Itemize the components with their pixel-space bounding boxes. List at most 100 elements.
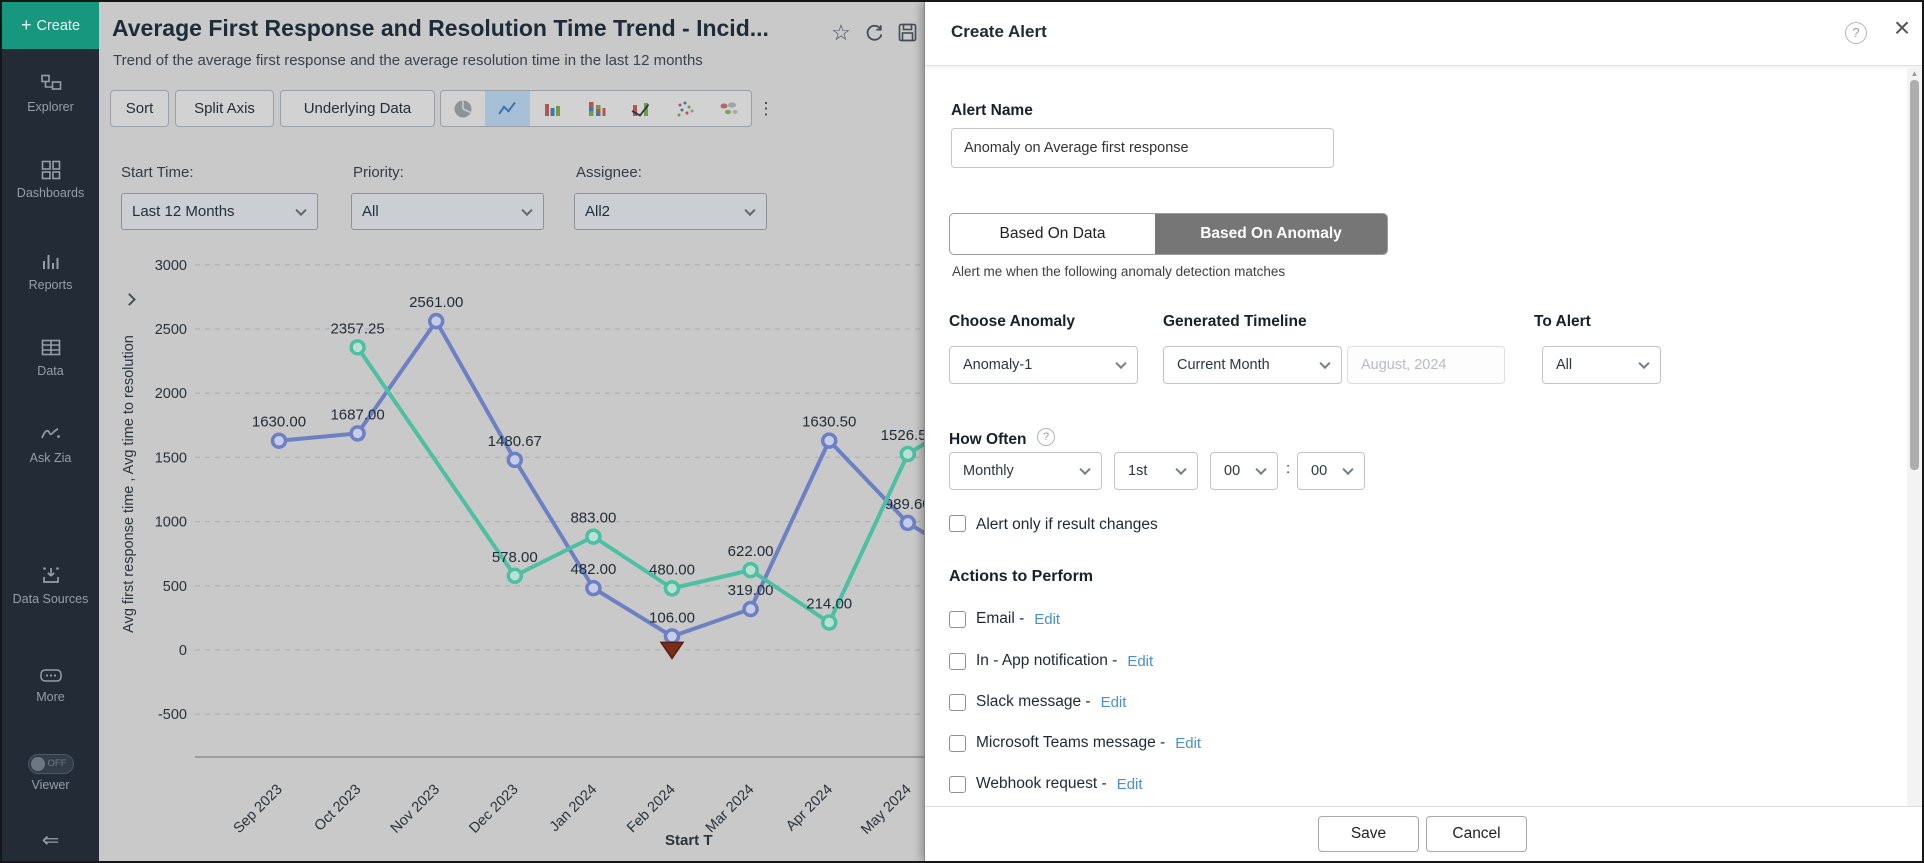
to-alert-label: To Alert [1534,313,1591,330]
timeline-month-field: August, 2024 [1347,346,1505,384]
tab-based-on-data[interactable]: Based On Data [999,225,1106,242]
generated-timeline-select[interactable]: Current Month [1163,346,1342,384]
filter-priority-label: Priority: [353,164,404,181]
sidebar-item-more[interactable]: More [2,666,99,705]
webhook-checkbox[interactable] [949,775,966,793]
sidebar-item-ask-zia[interactable]: Ask Zia [2,421,99,466]
svg-text:1480.67: 1480.67 [488,433,542,450]
svg-text:1000: 1000 [155,515,187,531]
chevron-down-icon [1342,463,1354,476]
create-button[interactable]: + Create [2,2,99,49]
sidebar-item-explorer[interactable]: Explorer [2,72,99,115]
choose-anomaly-label: Choose Anomaly [949,313,1076,330]
save-button[interactable]: Save [1318,816,1419,852]
split-axis-button[interactable]: Split Axis [175,90,274,127]
webhook-edit-link[interactable]: Edit [1116,775,1143,793]
help-icon[interactable]: ? [1845,22,1867,44]
time-colon: : [1286,460,1291,477]
alert-name-label: Alert Name [951,102,1033,119]
svg-text:482.00: 482.00 [570,561,616,578]
panel-header: Create Alert ? × [925,2,1922,66]
chevron-down-icon [1255,463,1267,476]
refresh-icon[interactable] [861,20,887,46]
how-often-label: How Often [949,431,1027,448]
svg-text:480.00: 480.00 [649,561,695,578]
svg-text:Oct 2023: Oct 2023 [312,782,365,835]
map-chart-icon[interactable] [707,91,751,126]
action-slack: Slack message - Edit [949,693,1126,711]
alert-only-label: Alert only if result changes [976,516,1158,533]
frequency-select[interactable]: Monthly [949,452,1102,490]
priority-select[interactable]: All [351,193,544,230]
tab-based-on-anomaly[interactable]: Based On Anomaly [1155,214,1387,254]
in-app-edit-link[interactable]: Edit [1127,652,1154,670]
sidebar-item-dashboards[interactable]: Dashboards [2,158,99,201]
svg-text:1526.50: 1526.50 [881,427,924,444]
sort-button[interactable]: Sort [110,90,169,127]
anomaly-caption: Alert me when the following anomaly dete… [952,264,1286,279]
scatter-chart-icon[interactable] [662,91,706,126]
email-checkbox[interactable] [949,610,966,628]
stacked-bar-icon[interactable] [574,91,618,126]
choose-anomaly-select[interactable]: Anomaly-1 [949,346,1138,384]
svg-text:Sep 2023: Sep 2023 [231,782,286,837]
sidebar-item-reports[interactable]: Reports [2,250,99,293]
teams-checkbox[interactable] [949,734,966,752]
viewer-toggle[interactable]: OFF Viewer [2,754,99,793]
slack-checkbox[interactable] [949,693,966,711]
svg-text:2000: 2000 [155,386,187,402]
close-icon[interactable]: × [1893,12,1911,43]
import-icon [2,562,99,588]
how-often-help-icon[interactable]: ? [1037,428,1055,446]
cancel-button[interactable]: Cancel [1426,816,1527,852]
assignee-select[interactable]: All2 [574,193,767,230]
pie-chart-icon[interactable] [441,91,485,126]
more-options-icon[interactable]: ⋮ [757,99,775,118]
panel-scrollbar[interactable]: ▲ [1907,68,1922,806]
line-chart-icon[interactable] [485,91,530,126]
svg-text:578.00: 578.00 [492,549,538,566]
chevron-down-icon [1079,463,1091,476]
plus-icon: + [20,15,32,35]
svg-text:2357.25: 2357.25 [330,320,384,337]
hour-select[interactable]: 00 [1210,452,1278,490]
panel-title: Create Alert [951,22,1047,41]
svg-text:1687.00: 1687.00 [330,406,384,423]
bar-chart-type-icon[interactable] [530,91,574,126]
collapse-sidebar-icon[interactable]: ⇐ [41,829,60,852]
scrollbar-thumb[interactable] [1910,80,1919,470]
favorite-star-icon[interactable]: ☆ [831,20,851,45]
start-time-select[interactable]: Last 12 Months [121,193,318,230]
slack-edit-link[interactable]: Edit [1100,693,1127,711]
day-select[interactable]: 1st [1114,452,1198,490]
svg-text:214.00: 214.00 [806,596,852,613]
scroll-up-icon[interactable]: ▲ [1910,69,1919,78]
combo-chart-icon[interactable] [618,91,662,126]
chart-type-switcher [440,90,752,127]
email-edit-link[interactable]: Edit [1034,610,1061,628]
toggle-off-icon: OFF [27,754,74,774]
panel-footer: Save Cancel [925,806,1922,861]
sidebar-item-data[interactable]: Data [2,336,99,379]
sidebar-item-data-sources[interactable]: Data Sources [2,562,99,607]
filter-start-time-label: Start Time: [121,164,194,181]
in-app-checkbox[interactable] [949,652,966,670]
table-icon [2,336,99,360]
to-alert-select[interactable]: All [1542,346,1661,384]
generated-timeline-label: Generated Timeline [1163,313,1307,330]
hierarchy-icon [2,72,99,96]
teams-edit-link[interactable]: Edit [1175,734,1202,752]
svg-text:319.00: 319.00 [728,582,774,599]
alert-only-checkbox[interactable] [949,515,966,532]
underlying-data-button[interactable]: Underlying Data [280,90,435,127]
action-email: Email - Edit [949,610,1060,628]
svg-text:500: 500 [163,579,187,595]
save-icon[interactable] [894,20,920,46]
chevron-down-icon [1319,357,1331,370]
x-axis-label: Start T [665,832,713,849]
trend-line-chart: 3000 2500 2000 1500 1000 500 0 -500 Sep 2023 Oct … [155,258,924,838]
minute-select[interactable]: 00 [1297,452,1365,490]
svg-text:622.00: 622.00 [728,543,774,560]
alert-name-input[interactable] [951,128,1334,168]
